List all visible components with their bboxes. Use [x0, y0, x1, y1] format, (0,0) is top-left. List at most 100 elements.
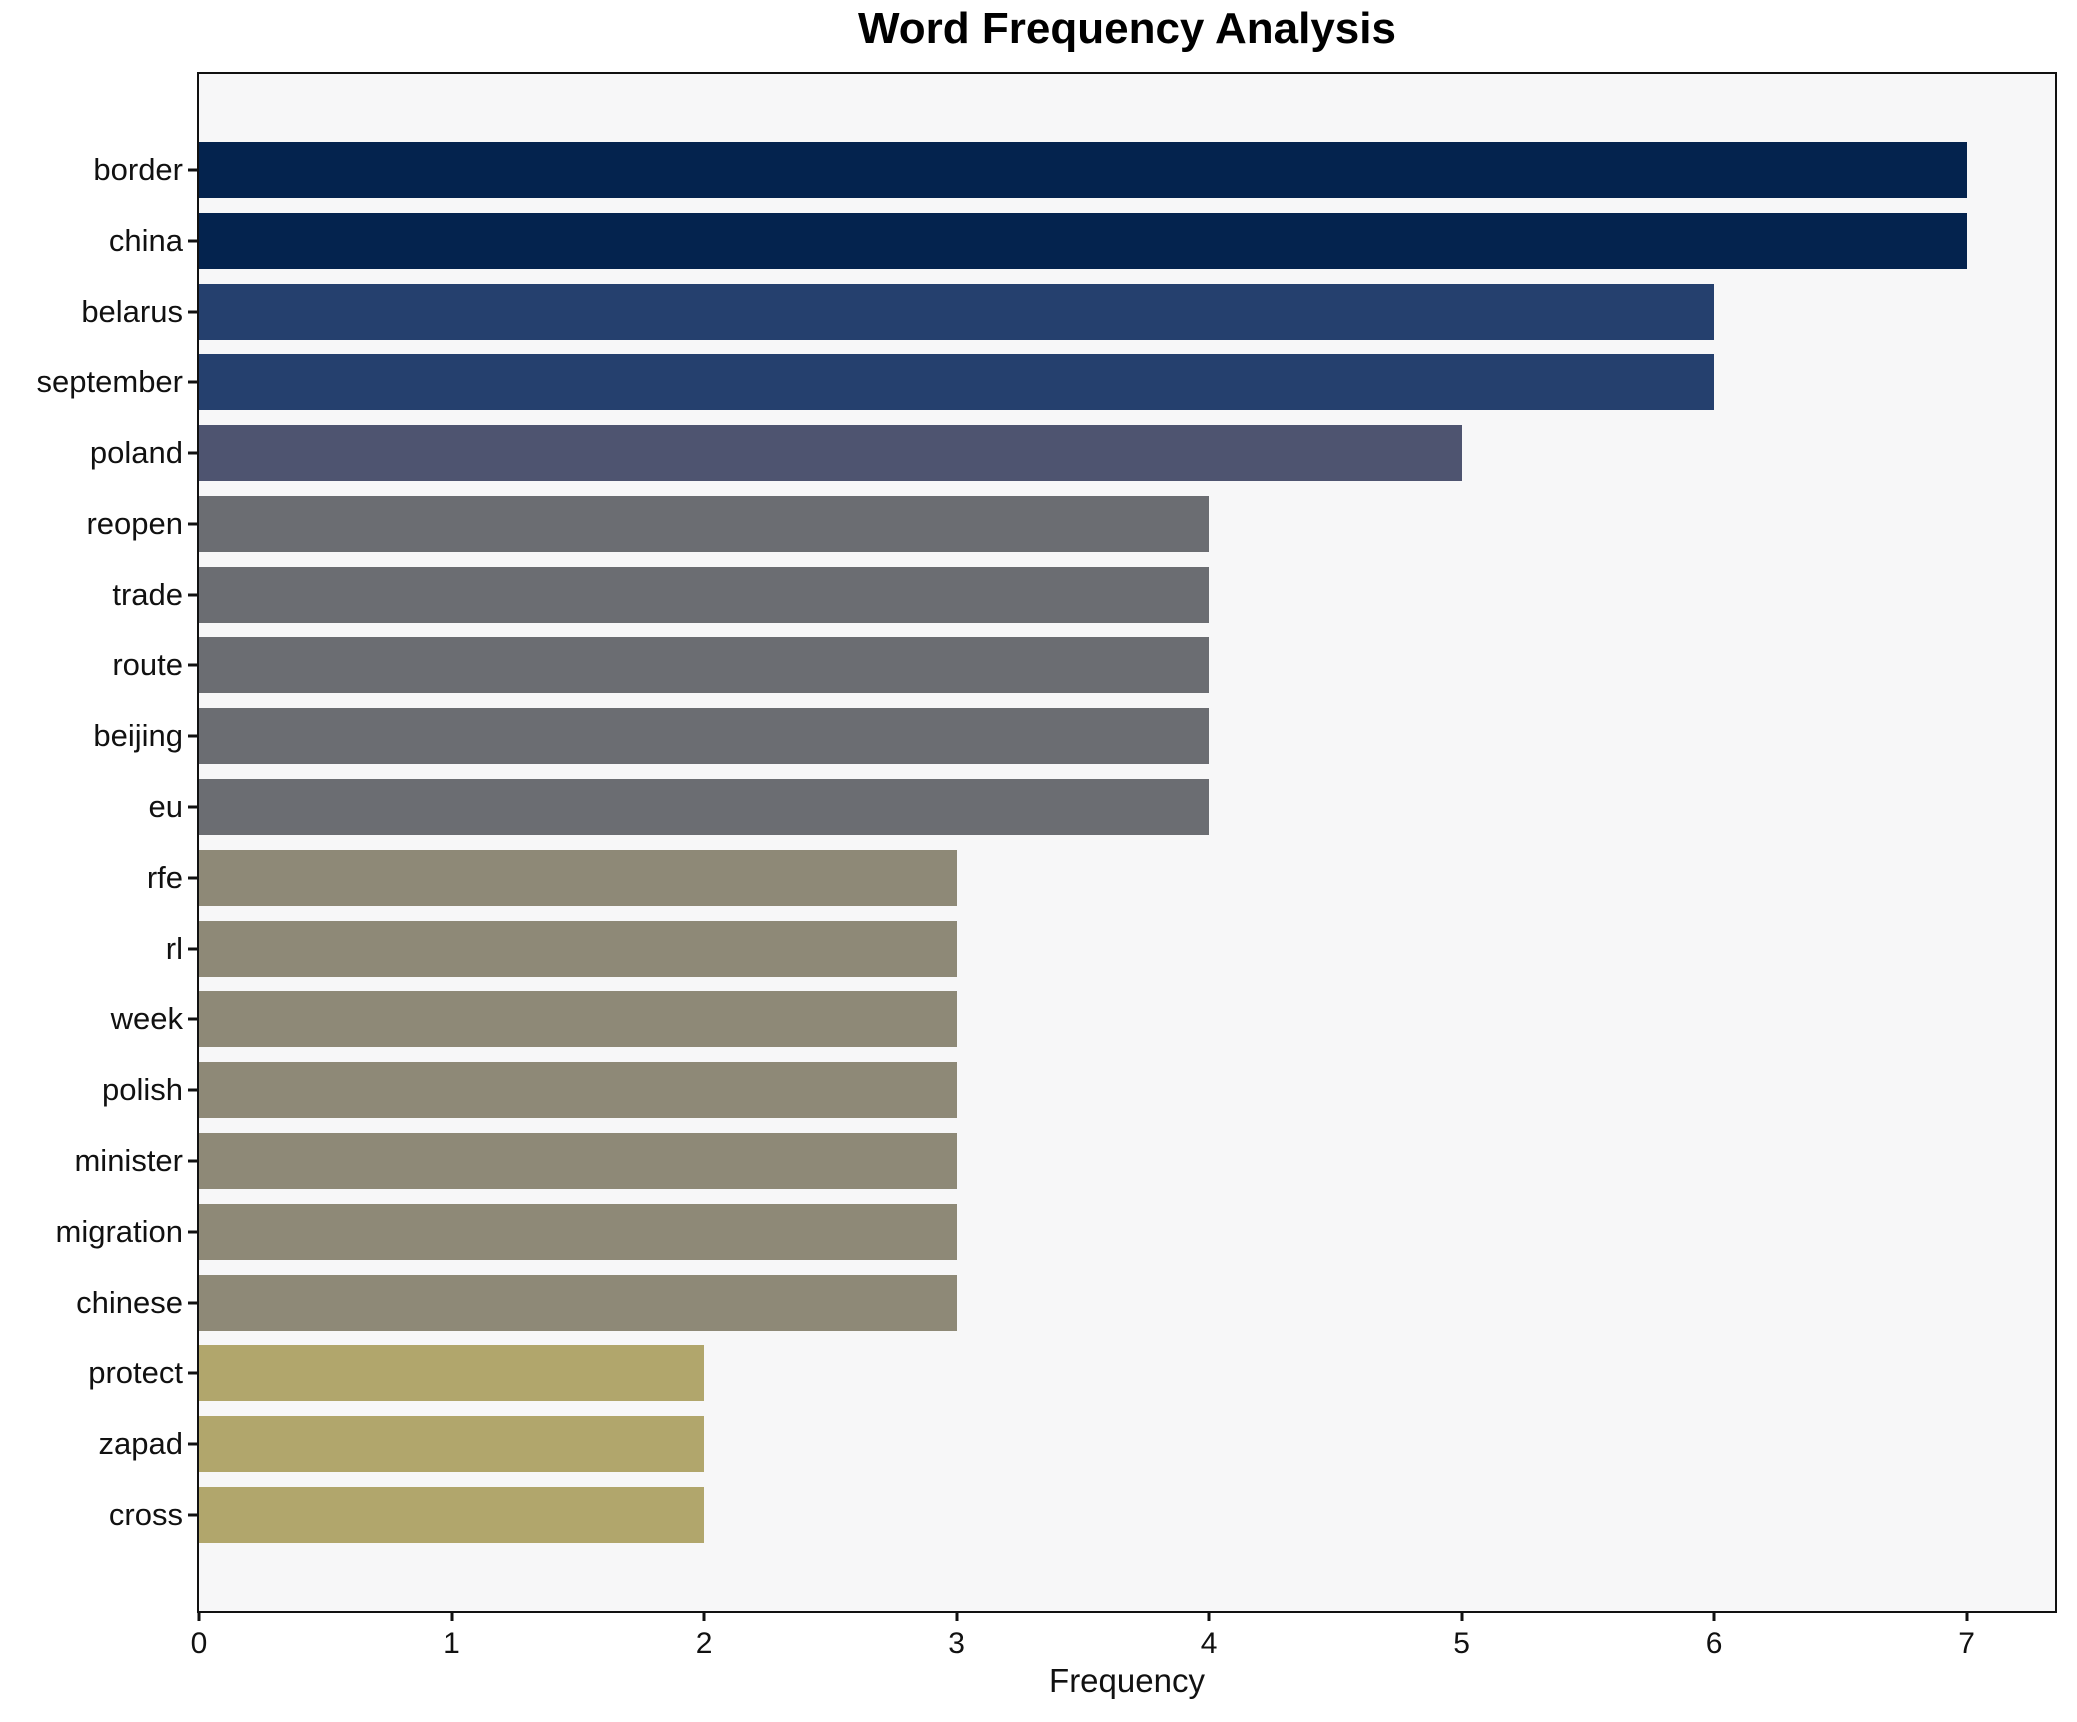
y-tick-mark: [188, 1017, 197, 1021]
bar-row-week: week: [111, 991, 2055, 1048]
bar-protect: [199, 1345, 705, 1402]
y-tick-label-migration: migration: [55, 1213, 184, 1249]
y-tick-mark: [188, 522, 197, 526]
x-tick-mark: [197, 1611, 201, 1621]
y-tick-label-reopen: reopen: [86, 505, 183, 541]
bar-trade: [199, 566, 1210, 623]
y-tick-label-protect: protect: [88, 1355, 183, 1391]
y-tick-mark: [188, 310, 197, 314]
bar-polish: [199, 1062, 957, 1119]
x-tick-mark: [702, 1611, 706, 1621]
x-tick-label-7: 7: [1958, 1627, 1975, 1660]
bar-row-beijing: beijing: [93, 708, 2055, 765]
bar-september: [199, 354, 1715, 411]
x-tick-label-4: 4: [1200, 1627, 1218, 1660]
x-tick-label-1: 1: [443, 1627, 460, 1660]
y-tick-mark: [188, 1230, 197, 1234]
y-tick-mark: [188, 593, 197, 597]
y-tick-mark: [188, 947, 197, 951]
bar-row-chinese: chinese: [76, 1274, 2055, 1331]
y-tick-mark: [188, 239, 197, 243]
x-tick-mark: [955, 1611, 959, 1621]
bar-row-zapad: zapad: [99, 1416, 2055, 1473]
y-tick-mark: [188, 876, 197, 880]
bar-week: [199, 991, 957, 1048]
y-tick-label-week: week: [110, 1001, 183, 1037]
bar-row-belarus: belarus: [81, 283, 2055, 340]
y-tick-label-cross: cross: [108, 1496, 183, 1532]
y-tick-label-rl: rl: [165, 930, 183, 966]
bar-row-eu: eu: [149, 779, 2055, 836]
y-tick-mark: [188, 734, 197, 738]
bar-eu: [199, 779, 1210, 836]
bar-reopen: [199, 495, 1210, 552]
bar-belarus: [199, 283, 1715, 340]
plot-area: border china belarus september poland reopen t…: [37, 72, 2057, 1613]
y-tick-mark: [188, 1301, 197, 1304]
bar-row-migration: migration: [56, 1203, 2055, 1260]
y-tick-mark: [188, 1513, 197, 1517]
bar-row-border: border: [93, 142, 2055, 198]
y-tick-label-minister: minister: [74, 1142, 183, 1178]
x-tick-label-2: 2: [695, 1627, 713, 1660]
bar-beijing: [199, 708, 1210, 765]
y-tick-mark: [188, 1442, 197, 1446]
bar-row-china: china: [109, 212, 2055, 269]
x-tick-label-0: 0: [190, 1627, 208, 1660]
bar-row-minister: minister: [74, 1132, 2055, 1189]
y-tick-label-route: route: [112, 647, 183, 683]
x-tick-mark: [1712, 1611, 1716, 1621]
bar-route: [199, 637, 1210, 694]
y-tick-mark: [188, 1159, 197, 1163]
bar-cross: [199, 1486, 705, 1543]
x-axis-label: Frequency: [1049, 1662, 1205, 1699]
y-tick-label-chinese: chinese: [76, 1284, 183, 1320]
y-tick-mark: [188, 168, 197, 172]
bar-minister: [199, 1132, 957, 1189]
bar-row-polish: polish: [102, 1062, 2055, 1119]
bar-row-cross: cross: [109, 1486, 2055, 1543]
y-tick-mark: [188, 1088, 197, 1092]
y-tick-label-border: border: [93, 152, 183, 187]
y-tick-label-eu: eu: [148, 789, 183, 825]
y-tick-label-rfe: rfe: [146, 859, 183, 895]
bars-container: border china belarus september poland reopen t…: [37, 142, 2055, 1543]
bar-row-route: route: [112, 637, 2055, 694]
y-tick-label-trade: trade: [112, 576, 183, 612]
bar-poland: [199, 425, 1462, 482]
x-tick-mark: [450, 1611, 454, 1621]
bar-row-rfe: rfe: [147, 849, 2055, 906]
bar-row-trade: trade: [112, 566, 2055, 623]
bar-row-september: september: [37, 354, 2055, 411]
y-tick-label-polish: polish: [102, 1072, 183, 1108]
x-axis: 0 1 2 3 4 5 6 7: [191, 1611, 2055, 1681]
y-tick-label-september: september: [36, 364, 183, 400]
y-tick-label-china: china: [108, 222, 183, 258]
x-tick-mark: [1965, 1611, 1969, 1621]
x-tick-mark: [1207, 1611, 1211, 1621]
y-tick-mark: [188, 451, 197, 455]
bar-migration: [199, 1203, 957, 1260]
x-tick-label-6: 6: [1705, 1627, 1723, 1660]
x-tick-mark: [1460, 1611, 1464, 1621]
y-tick-label-beijing: beijing: [93, 718, 183, 754]
y-tick-mark: [188, 1371, 197, 1375]
bar-row-reopen: reopen: [86, 495, 2055, 552]
bar-china: [199, 212, 1967, 269]
y-tick-label-poland: poland: [89, 435, 183, 471]
bar-zapad: [199, 1416, 705, 1473]
bar-border: [199, 142, 1967, 198]
y-tick-mark: [188, 380, 197, 384]
y-tick-mark: [188, 663, 197, 667]
bar-row-protect: protect: [88, 1345, 2055, 1402]
bar-chinese: [199, 1274, 957, 1331]
y-tick-label-zapad: zapad: [98, 1426, 183, 1462]
chart-title: Word Frequency Analysis: [858, 4, 1396, 53]
y-tick-label-belarus: belarus: [81, 293, 183, 329]
y-tick-mark: [188, 805, 197, 809]
bar-rl: [199, 920, 957, 977]
x-tick-label-3: 3: [948, 1627, 965, 1660]
bar-row-poland: poland: [90, 425, 2055, 482]
x-tick-label-5: 5: [1453, 1627, 1470, 1660]
